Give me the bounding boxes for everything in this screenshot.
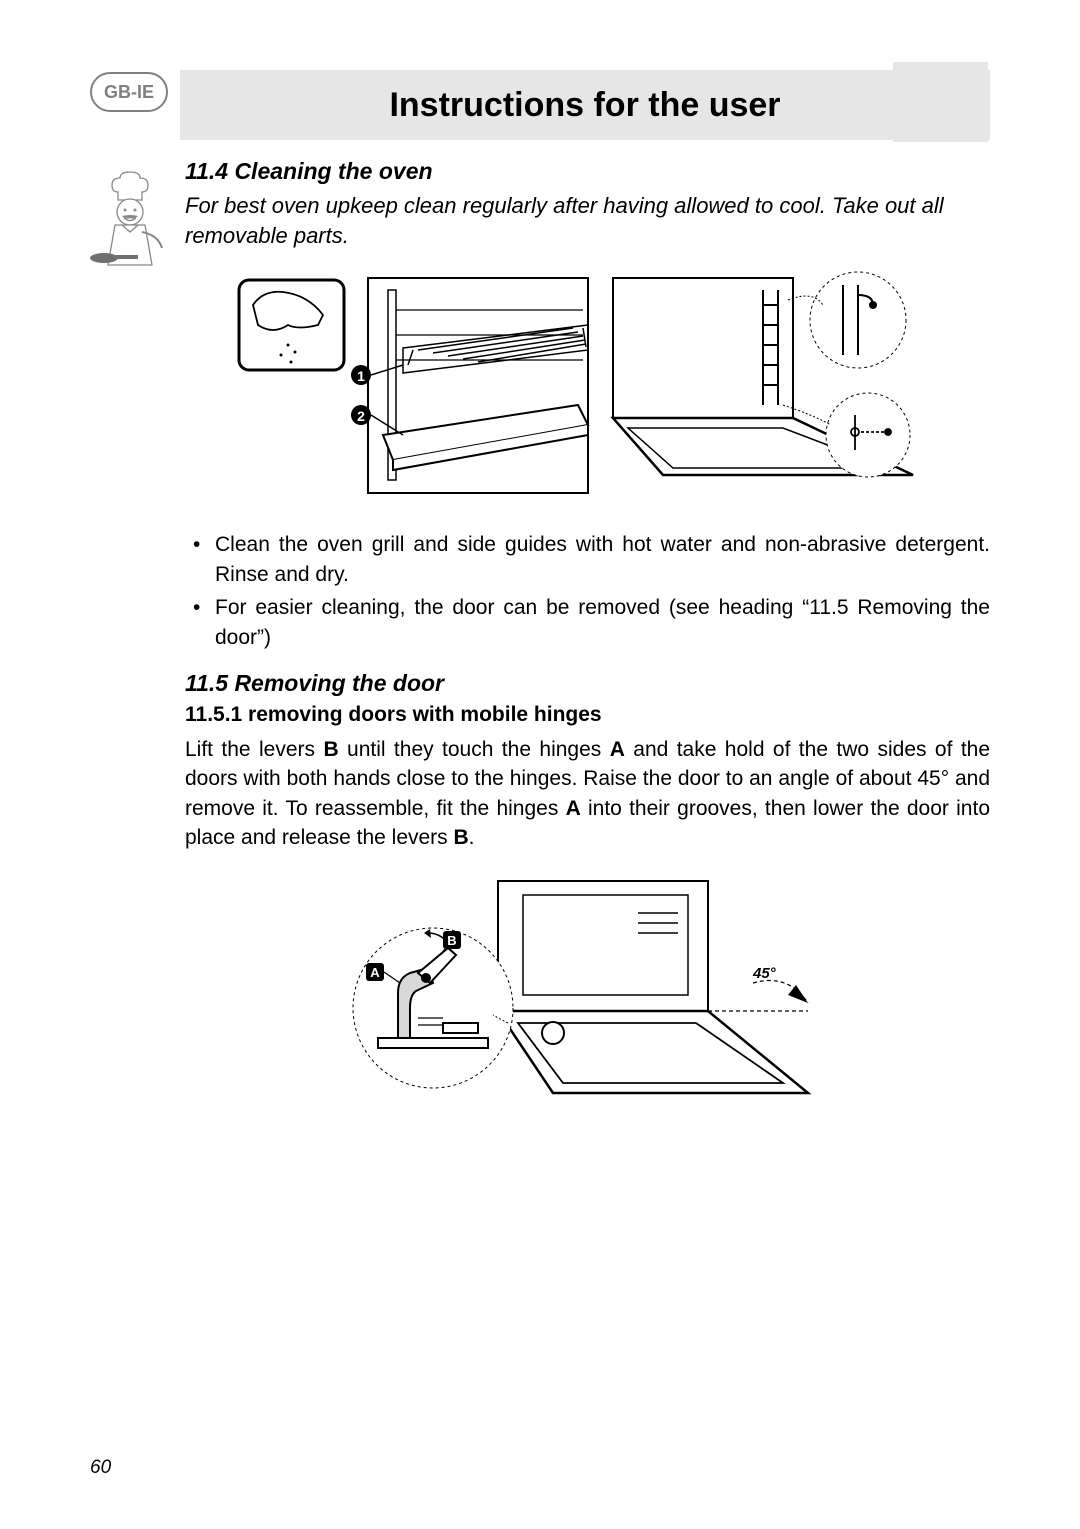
manual-page: GB-IE Instructions for the user [0, 0, 1080, 1529]
page-title: Instructions for the user [389, 86, 780, 125]
section-11-5-paragraph: Lift the levers B until they touch the h… [185, 735, 990, 853]
callout-2-text: 2 [357, 408, 365, 424]
chef-advice-icon [90, 170, 175, 280]
page-number: 60 [90, 1457, 111, 1479]
para-text: Lift the levers [185, 738, 323, 761]
figure-oven-shelves: 1 2 [233, 270, 593, 505]
section-11-4-list: Clean the oven grill and side guides wit… [185, 530, 990, 652]
figure-door-removal: 45° [185, 873, 990, 1123]
para-bold-B: B [323, 738, 338, 761]
para-bold-A: A [566, 797, 581, 820]
content-area: 11.4 Cleaning the oven For best oven upk… [185, 158, 990, 1123]
list-item: For easier cleaning, the door can be rem… [185, 593, 990, 652]
section-heading-11-5: 11.5 Removing the door [185, 670, 990, 697]
angle-label: 45° [752, 965, 777, 982]
locale-badge: GB-IE [90, 72, 168, 112]
para-bold-A: A [610, 738, 625, 761]
callout-1-text: 1 [357, 368, 365, 384]
figure-oven-rails [603, 270, 943, 505]
section-heading-11-4: 11.4 Cleaning the oven [185, 158, 990, 185]
hinge-label-A: A [370, 965, 380, 980]
para-text: until they touch the hinges [339, 738, 610, 761]
locale-badge-text: GB-IE [104, 82, 154, 103]
section-11-4-intro: For best oven upkeep clean regularly aft… [185, 191, 990, 250]
hinge-label-B: B [447, 933, 456, 948]
list-item: Clean the oven grill and side guides wit… [185, 530, 990, 589]
section-subheading-11-5-1: 11.5.1 removing doors with mobile hinges [185, 703, 990, 727]
figure-row-cleaning: 1 2 [185, 270, 990, 505]
page-header: Instructions for the user [180, 70, 990, 140]
para-text: . [469, 826, 475, 849]
para-bold-B: B [454, 826, 469, 849]
